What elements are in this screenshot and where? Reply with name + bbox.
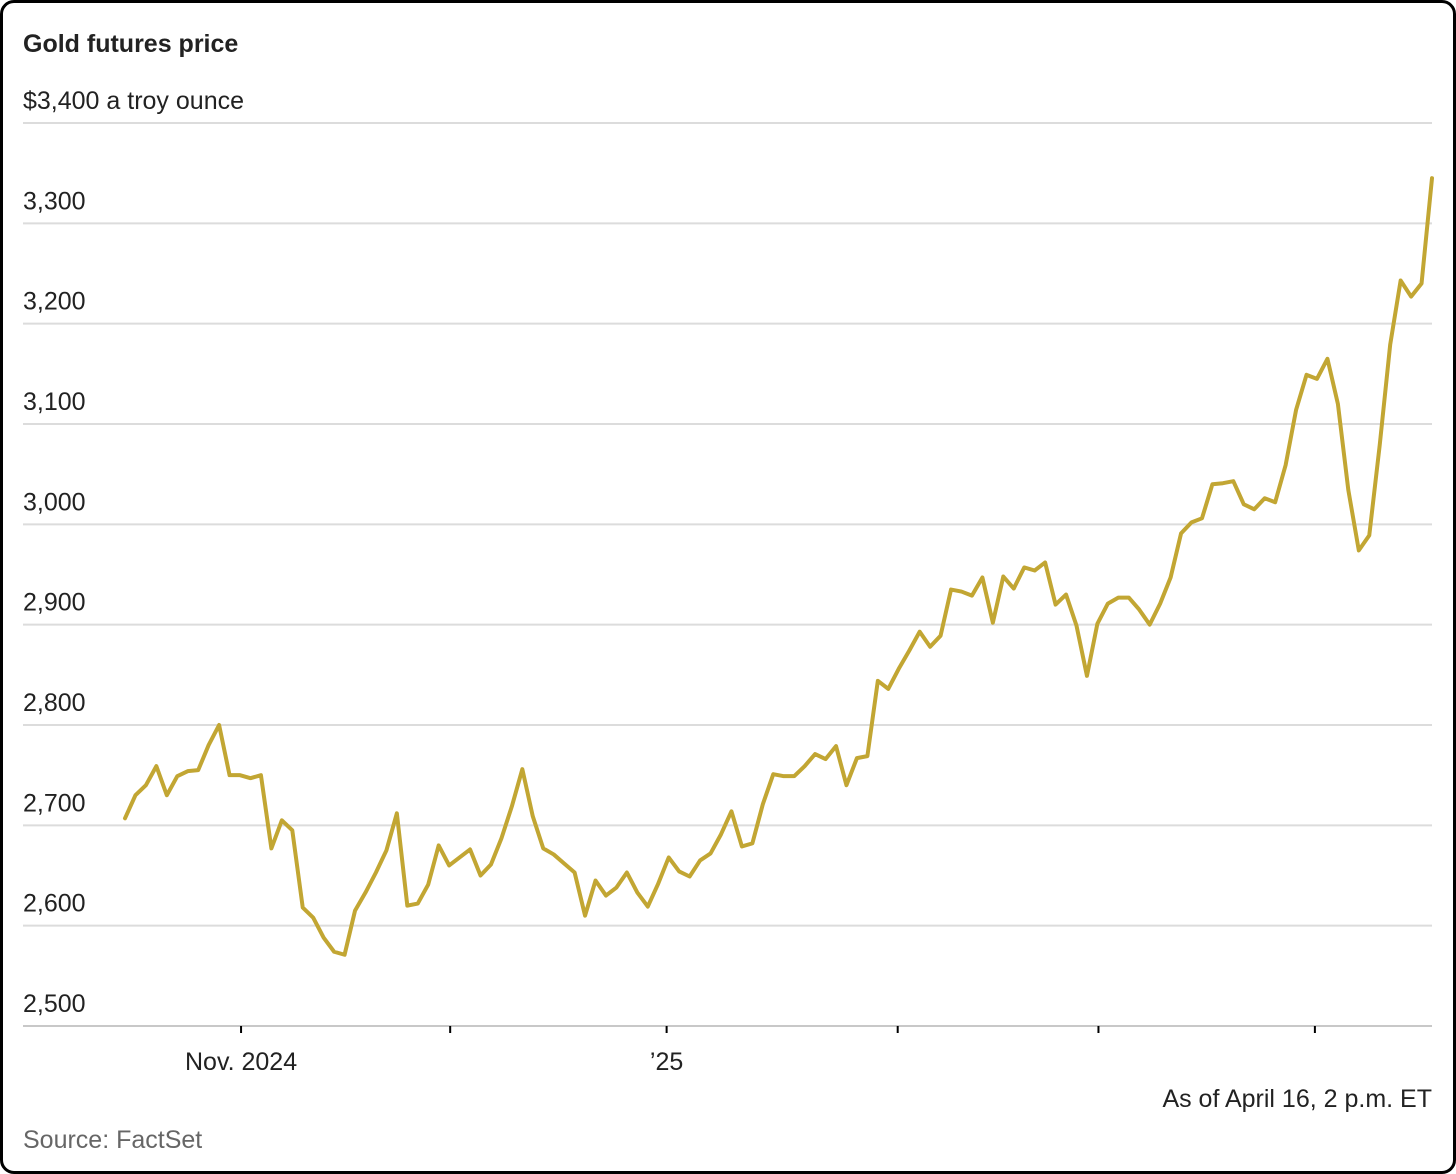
y-tick-label: 2,800: [23, 689, 86, 717]
y-tick-label: 3,300: [23, 187, 86, 215]
y-tick-label: 3,100: [23, 388, 86, 416]
x-tick-label: Nov. 2024: [185, 1048, 297, 1076]
y-tick-label: 3,200: [23, 288, 86, 316]
price-line: [123, 176, 1434, 957]
y-tick-label: 2,600: [23, 890, 86, 918]
y-tick-label: 2,700: [23, 789, 86, 817]
chart: Gold futures price As of April 16, 2 p.m…: [23, 30, 1434, 1154]
x-tick-label: ’25: [650, 1048, 683, 1076]
note: As of April 16, 2 p.m. ET: [1162, 1085, 1432, 1113]
chart-title: Gold futures price: [23, 30, 238, 58]
y-tick-label: 3,000: [23, 488, 86, 516]
source: Source: FactSet: [23, 1126, 202, 1154]
y-tick-label: $3,400 a troy ounce: [23, 87, 244, 115]
y-tick-label: 2,900: [23, 589, 86, 617]
y-tick-label: 2,500: [23, 990, 86, 1018]
